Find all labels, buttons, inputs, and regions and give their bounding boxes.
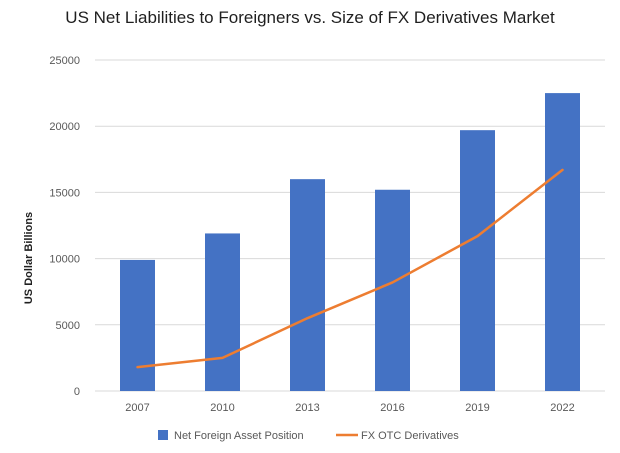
gridlines bbox=[95, 59, 605, 392]
y-axis-title: US Dollar Billions bbox=[23, 212, 35, 304]
y-tick-label: 0 bbox=[74, 386, 80, 398]
y-tick-label: 10000 bbox=[49, 254, 80, 266]
x-tick-label: 2007 bbox=[125, 402, 149, 414]
bar-2019 bbox=[460, 130, 495, 391]
legend-label-fx-otc-derivatives: FX OTC Derivatives bbox=[361, 430, 459, 442]
x-axis-ticks: 2007 2010 2013 2016 2019 2022 bbox=[125, 402, 574, 414]
y-tick-label: 15000 bbox=[49, 187, 80, 199]
x-tick-label: 2010 bbox=[210, 402, 234, 414]
x-tick-label: 2016 bbox=[380, 402, 404, 414]
y-axis-ticks: 0 5000 10000 15000 20000 25000 bbox=[49, 55, 80, 398]
y-tick-label: 20000 bbox=[49, 121, 80, 133]
bar-2007 bbox=[120, 259, 155, 391]
x-tick-label: 2013 bbox=[295, 402, 319, 414]
y-tick-label: 25000 bbox=[49, 55, 80, 67]
bar-series bbox=[120, 93, 580, 391]
line-series bbox=[136, 168, 564, 369]
y-tick-label: 5000 bbox=[56, 320, 80, 332]
x-tick-label: 2022 bbox=[550, 402, 574, 414]
bar-2010 bbox=[205, 233, 240, 391]
bar-2022 bbox=[545, 93, 580, 391]
legend-label-net-foreign-asset-position: Net Foreign Asset Position bbox=[174, 430, 304, 442]
bar-2016 bbox=[375, 189, 410, 391]
chart-title: US Net Liabilities to Foreigners vs. Siz… bbox=[65, 8, 555, 27]
bar-2013 bbox=[290, 179, 325, 391]
legend: Net Foreign Asset Position FX OTC Derivat… bbox=[158, 430, 459, 442]
line-fx-otc-derivatives bbox=[136, 168, 564, 369]
legend-swatch-bar bbox=[158, 430, 168, 440]
x-tick-label: 2019 bbox=[465, 402, 489, 414]
